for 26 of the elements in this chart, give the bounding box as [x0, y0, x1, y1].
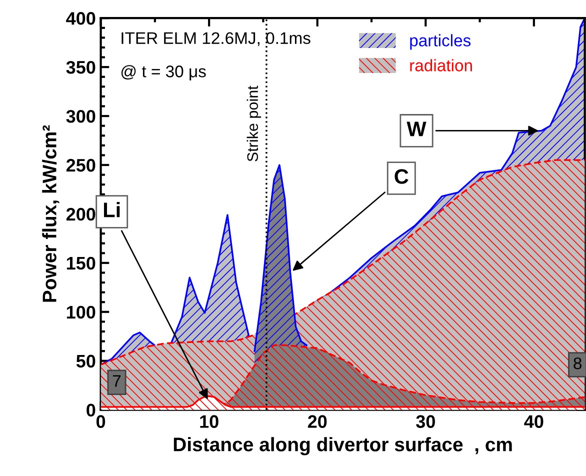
y-axis-title: Power flux, kW/cm² — [42, 125, 60, 302]
annotation: W — [406, 122, 426, 136]
x-tick-label: 30 — [416, 415, 435, 428]
annotation: @ t = 30 μs — [121, 65, 206, 80]
y-tick-label: 0 — [86, 404, 96, 417]
x-axis-title: Distance along divertor surface , cm — [174, 437, 512, 456]
y-tick-label: 150 — [66, 256, 96, 270]
y-tick-label: 50 — [76, 354, 96, 368]
y-tick-label: 250 — [66, 158, 96, 172]
annotation: 7 — [112, 375, 121, 387]
y-tick-label: 100 — [66, 306, 96, 319]
x-tick-label: 40 — [524, 415, 544, 428]
y-tick-label: 400 — [66, 12, 96, 25]
x-tick-label: 10 — [200, 415, 218, 428]
annotation: 8 — [574, 357, 582, 370]
annotation: Li — [104, 202, 120, 218]
ref-line-label: Strike point — [246, 86, 262, 162]
x-tick-label: 20 — [308, 415, 327, 428]
y-tick-label: 350 — [66, 60, 96, 74]
y-tick-label: 200 — [66, 208, 96, 221]
y-tick-label: 300 — [66, 110, 96, 123]
legend-label: radiation — [410, 59, 472, 72]
annotation: C — [394, 169, 408, 184]
x-tick-label: 0 — [96, 415, 106, 428]
legend-label: particles — [410, 34, 471, 50]
annotation: ITER ELM 12.6MJ, 0.1ms — [122, 32, 310, 46]
